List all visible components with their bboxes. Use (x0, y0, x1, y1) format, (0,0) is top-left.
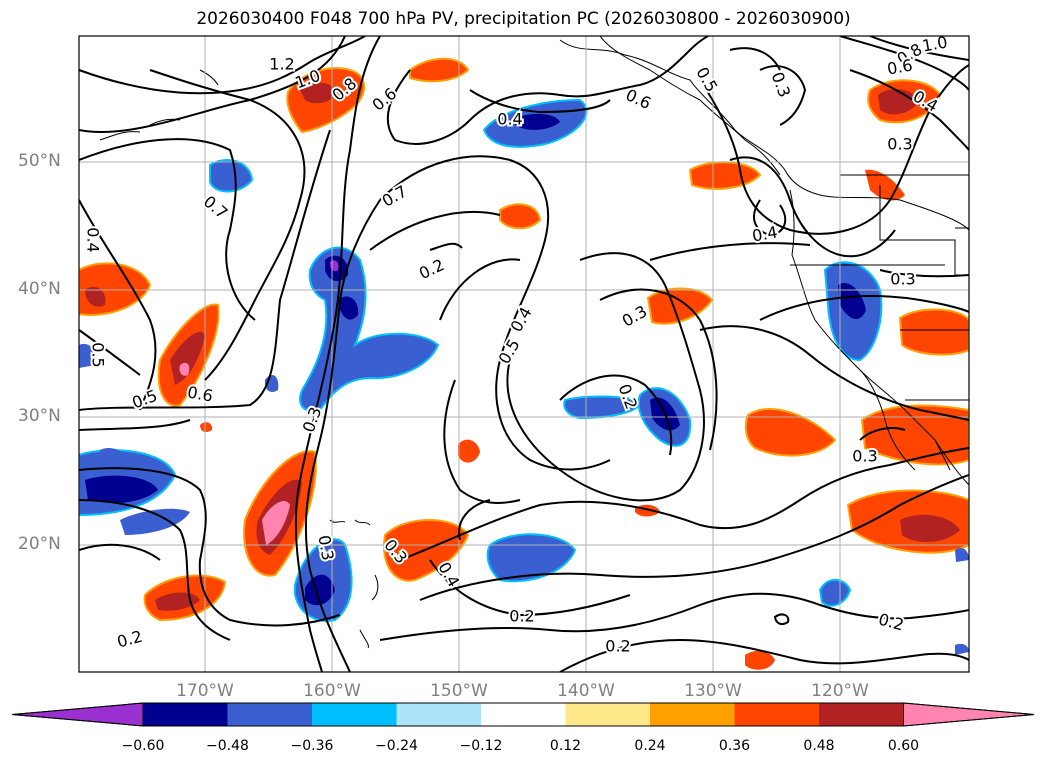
precip-negative-area (209, 159, 254, 193)
precip-positive-area (200, 422, 213, 433)
lon-label: 130°W (684, 681, 742, 701)
colorbar-tick-label: 0.24 (634, 738, 666, 754)
colorbar-tick-label: 0.48 (803, 738, 835, 754)
precip-positive-area (300, 82, 338, 104)
colorbar-segment (819, 703, 904, 726)
lat-label: 20°N (18, 534, 61, 554)
lat-label: 50°N (18, 151, 61, 171)
contour-label: 0.3 (890, 270, 915, 289)
map-title: 2026030400 F048 700 hPa PV, precipitatio… (196, 9, 851, 29)
lon-label: 120°W (811, 681, 869, 701)
colorbar-tick-label: −0.36 (290, 738, 334, 754)
contour-label: 0.4 (84, 227, 103, 252)
precip-positive-area (900, 514, 960, 542)
colorbar-segment (650, 703, 735, 726)
colorbar-segment (312, 703, 397, 726)
contour-label: 0.6 (886, 55, 914, 78)
precip-negative-area (79, 343, 96, 368)
colorbar-tick-label: −0.60 (121, 738, 165, 754)
contour-label: 0.3 (887, 135, 912, 154)
contour-label: 0.5 (89, 342, 108, 367)
precip-anomaly-fields (79, 57, 969, 670)
precip-negative-area (955, 643, 969, 655)
lat-label: 30°N (18, 406, 61, 426)
colorbar-tick-label: 0.60 (887, 738, 920, 754)
precip-positive-area (744, 408, 837, 457)
colorbar-segment (565, 703, 651, 726)
contour-label: 1.2 (269, 55, 294, 74)
precip-negative-area (120, 508, 190, 535)
lon-label: 140°W (557, 681, 615, 701)
map-frame (78, 35, 970, 673)
precip-positive-area (85, 286, 106, 307)
colorbar-tick-label: 0.36 (718, 738, 751, 754)
colorbar-segment (143, 703, 228, 726)
map-plot-area (79, 36, 969, 672)
precip-positive-area (170, 331, 205, 385)
colorbar-tick-label: 0.12 (549, 738, 582, 754)
contour-label: 0.2 (605, 637, 630, 656)
colorbar-segment (396, 703, 482, 726)
precip-negative-area (515, 113, 560, 130)
colorbar-extend-high (903, 702, 1035, 727)
precip-negative-area (563, 395, 642, 420)
precip-negative-area (818, 578, 852, 607)
precip-positive-area (878, 89, 918, 115)
lat-label: 40°N (18, 279, 61, 299)
precip-positive-area (179, 362, 190, 376)
precip-positive-area (860, 404, 969, 466)
colorbar-tick-label: −0.48 (206, 738, 249, 754)
pv-contours (79, 36, 969, 672)
contour-label: 0.4 (751, 222, 779, 245)
colorbar-tick-label: −0.12 (459, 738, 503, 754)
precip-negative-area (955, 548, 969, 562)
colorbar-tick-label: −0.24 (375, 738, 418, 754)
precip-negative-area (85, 475, 158, 503)
lon-label: 170°W (176, 681, 234, 701)
colorbar-segment (227, 703, 313, 726)
precip-negative-area (838, 282, 866, 320)
precip-positive-area (499, 203, 542, 230)
precip-positive-area (409, 57, 470, 83)
precip-negative-area (338, 296, 359, 320)
precip-positive-area (745, 650, 775, 670)
precip-positive-area (458, 439, 480, 463)
precip-negative-area (299, 246, 440, 412)
contour-label: 0.4 (497, 110, 522, 129)
lon-label: 150°W (430, 681, 488, 701)
lon-label: 160°W (303, 681, 361, 701)
contour-label: 0.2 (509, 607, 534, 626)
colorbar-outline (11, 702, 1035, 727)
precip-positive-area (262, 500, 290, 545)
precip-negative-area (100, 448, 125, 463)
colorbar-extend-low (11, 702, 144, 727)
precip-negative-area (486, 533, 577, 583)
colorbar-segment (734, 703, 820, 726)
colorbar-segment (481, 703, 566, 726)
contour-label: 0.3 (852, 447, 877, 466)
precip-positive-area (898, 308, 969, 356)
colorbar (11, 702, 1035, 727)
